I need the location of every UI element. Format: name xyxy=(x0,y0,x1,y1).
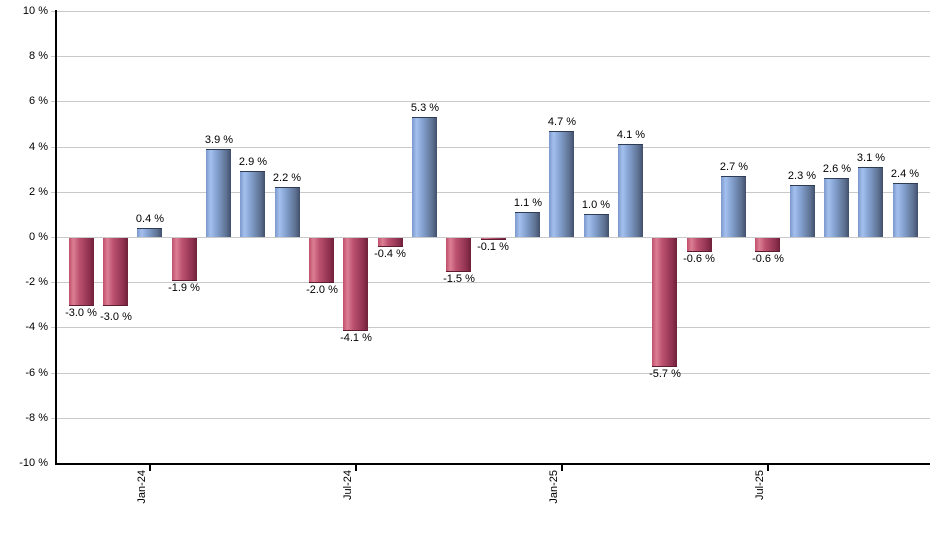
bar xyxy=(652,238,677,367)
x-axis-tick-label: Jan-25 xyxy=(548,470,560,504)
y-axis-tick-label: -8 % xyxy=(25,412,48,424)
y-axis-tick-label: 4 % xyxy=(29,141,48,153)
x-axis-line xyxy=(55,463,930,465)
bar-value-label: -2.0 % xyxy=(306,284,338,296)
y-axis-tick-label: 10 % xyxy=(22,5,48,17)
bar xyxy=(893,183,918,237)
bar-value-label: 1.0 % xyxy=(581,199,611,211)
x-axis-tick xyxy=(767,465,769,471)
y-axis-tick-label: -2 % xyxy=(25,276,48,288)
bar xyxy=(584,214,609,237)
bar-value-label: -0.6 % xyxy=(752,253,784,265)
gridline xyxy=(51,282,930,283)
bar-value-label: -0.6 % xyxy=(683,253,715,265)
bar-value-label: -0.4 % xyxy=(374,248,406,260)
bar-value-label: -3.0 % xyxy=(65,307,97,319)
x-axis-tick xyxy=(149,465,151,471)
bar-value-label: 2.6 % xyxy=(822,163,852,175)
bar-value-label: 5.3 % xyxy=(410,102,440,114)
bar xyxy=(858,167,883,237)
x-axis-tick-label: Jul-24 xyxy=(342,470,354,500)
bar-value-label: 1.1 % xyxy=(513,197,543,209)
y-axis-line xyxy=(55,10,57,465)
bar xyxy=(172,238,197,281)
gridline xyxy=(51,237,930,238)
bar xyxy=(481,238,506,240)
bar-value-label: 2.4 % xyxy=(890,168,920,180)
bar-value-label: 4.1 % xyxy=(616,129,646,141)
bar xyxy=(446,238,471,272)
gridline xyxy=(51,56,930,57)
y-axis-tick-label: 8 % xyxy=(29,50,48,62)
bar xyxy=(378,238,403,247)
bar xyxy=(824,178,849,237)
gridline xyxy=(51,192,930,193)
bar xyxy=(275,187,300,237)
y-axis-tick-label: -6 % xyxy=(25,367,48,379)
x-axis-tick-label: Jan-24 xyxy=(136,470,148,504)
bar-value-label: 0.4 % xyxy=(135,213,165,225)
x-axis-tick xyxy=(561,465,563,471)
gridline xyxy=(51,418,930,419)
x-axis-tick xyxy=(355,465,357,471)
bar-value-label: -0.1 % xyxy=(477,241,509,253)
bar-value-label: -3.0 % xyxy=(100,311,132,323)
bar-value-label: 3.9 % xyxy=(204,134,234,146)
x-axis-tick-label: Jul-25 xyxy=(754,470,766,500)
bar-value-label: 2.7 % xyxy=(719,161,749,173)
bar xyxy=(755,238,780,252)
bar-value-label: 4.7 % xyxy=(547,116,577,128)
bar xyxy=(412,117,437,237)
bar xyxy=(69,238,94,306)
y-axis-tick-label: -4 % xyxy=(25,321,48,333)
bar-value-label: -5.7 % xyxy=(649,368,681,380)
bar-value-label: 3.1 % xyxy=(856,152,886,164)
gridline xyxy=(51,11,930,12)
bar xyxy=(206,149,231,237)
bar xyxy=(618,144,643,237)
bar xyxy=(343,238,368,331)
bar xyxy=(515,212,540,237)
gridline xyxy=(51,147,930,148)
bar-value-label: -4.1 % xyxy=(340,332,372,344)
bar xyxy=(240,171,265,237)
y-axis-tick-label: 6 % xyxy=(29,95,48,107)
bar-value-label: 2.9 % xyxy=(238,156,268,168)
gridline xyxy=(51,101,930,102)
y-axis-tick-label: 0 % xyxy=(29,231,48,243)
bar xyxy=(687,238,712,252)
y-axis-tick-label: -10 % xyxy=(19,457,48,469)
bar xyxy=(137,228,162,237)
bar xyxy=(103,238,128,306)
bar xyxy=(309,238,334,283)
bar-value-label: 2.2 % xyxy=(272,172,302,184)
gridline xyxy=(51,327,930,328)
bar xyxy=(790,185,815,237)
bar xyxy=(721,176,746,237)
bar-value-label: 2.3 % xyxy=(787,170,817,182)
y-axis-tick-label: 2 % xyxy=(29,186,48,198)
bar xyxy=(549,131,574,237)
gridline xyxy=(51,373,930,374)
bar-value-label: -1.9 % xyxy=(168,282,200,294)
bar-value-label: -1.5 % xyxy=(443,273,475,285)
